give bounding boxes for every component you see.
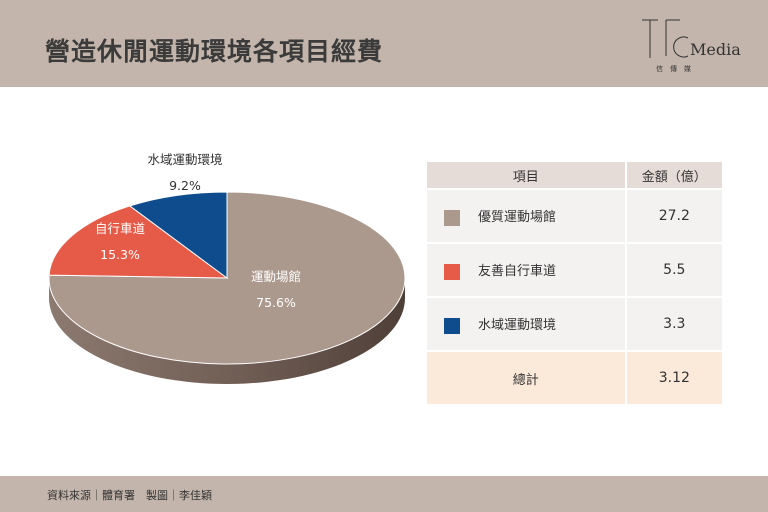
source-credit: 資料來源｜體育署 製圖｜李佳穎 (47, 489, 212, 502)
row-amount: 27.2 (625, 188, 722, 243)
row-name: 友善自行車道 (478, 264, 557, 280)
logo-subtitle: 信 傳 媒 (656, 64, 691, 73)
pie-chart: 水域運動環境 9.2% 自行車道 15.3% 運動場館 75.6% (48, 152, 406, 384)
table-row: 友善自行車道 5.5 (427, 242, 722, 297)
table-total-row: 總計 3.12 (427, 350, 722, 404)
logo-mark: Media (690, 40, 741, 59)
page-title: 營造休閒運動環境各項目經費 (45, 37, 384, 66)
row-amount: 3.3 (625, 296, 722, 351)
table-header-amount: 金額（億） (625, 162, 722, 189)
legend-swatch-water (444, 317, 460, 334)
footer-bar: 資料來源｜體育署 製圖｜李佳穎 (0, 476, 768, 512)
header-bar: 營造休閒運動環境各項目經費 Media 信 傳 媒 (0, 0, 768, 87)
total-amount: 3.12 (625, 350, 722, 404)
row-amount: 5.5 (625, 242, 722, 297)
pie-slice-bike-path (48, 205, 229, 279)
total-label: 總計 (427, 350, 627, 404)
legend-swatch-venue (444, 209, 460, 226)
pie-slice-water-sports (128, 191, 228, 279)
legend-swatch-bike (444, 263, 460, 280)
brand-logo: Media 信 傳 媒 (642, 19, 741, 73)
legend-table: 項目 金額（億） 優質運動場館 27.2 友善自行車道 5.5 水域運動環境 3… (427, 162, 722, 404)
pie-label-water-name: 水域運動環境 (147, 152, 222, 167)
row-name: 優質運動場館 (478, 210, 557, 226)
pie-label-venue-name: 運動場館 (251, 269, 301, 284)
row-name: 水域運動環境 (478, 318, 557, 334)
table-header-item: 項目 (427, 162, 627, 189)
pie-label-water-percent: 9.2% (169, 178, 201, 193)
table-row: 優質運動場館 27.2 (427, 188, 722, 243)
pie-label-venue-percent: 75.6% (256, 295, 296, 310)
pie-label-bike-name: 自行車道 (95, 221, 146, 236)
pie-label-bike-percent: 15.3% (100, 247, 140, 262)
pie-side-wall (49, 278, 405, 384)
table-row: 水域運動環境 3.3 (427, 296, 722, 351)
